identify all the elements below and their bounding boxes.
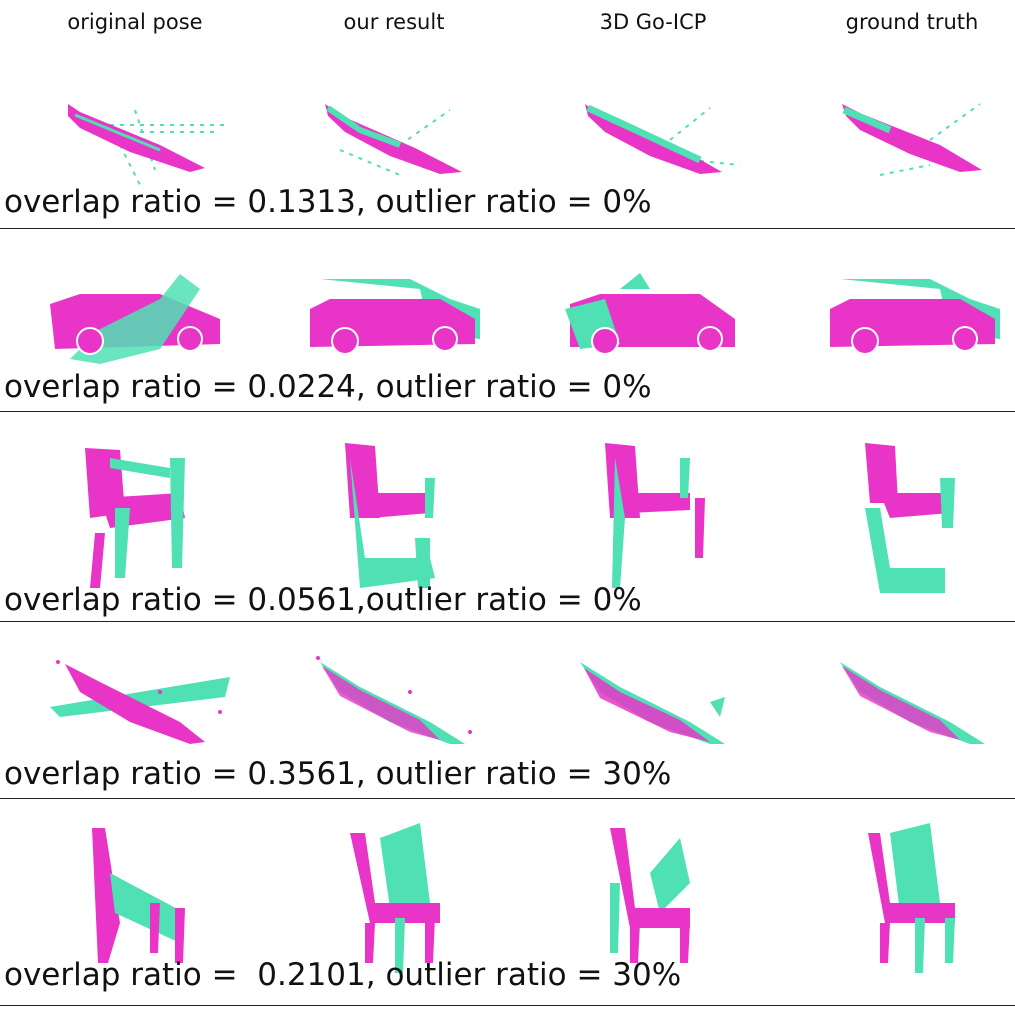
point-cloud-original-pose: [80, 823, 330, 973]
row-divider: [0, 1005, 1015, 1006]
point-cloud-3d-go-icp: [560, 259, 810, 369]
result-row-1: overlap ratio = 0.1313, outlier ratio = …: [0, 60, 1015, 229]
point-cloud-original-pose: [70, 438, 320, 608]
point-cloud-ground-truth: [860, 823, 1015, 973]
result-row-3: overlap ratio = 0.0561,outlier ratio = 0…: [0, 412, 1015, 622]
point-cloud-3d-go-icp: [590, 438, 840, 608]
point-cloud-ground-truth: [850, 438, 1015, 608]
row-caption: overlap ratio = 0.1313, outlier ratio = …: [4, 184, 652, 220]
point-cloud-our-result: [300, 90, 550, 190]
row-divider: [0, 798, 1015, 799]
column-header-original-pose: original pose: [67, 10, 203, 34]
point-cloud-3d-go-icp: [560, 652, 810, 752]
point-cloud-original-pose: [40, 652, 290, 752]
result-row-2: overlap ratio = 0.0224, outlier ratio = …: [0, 229, 1015, 412]
point-cloud-3d-go-icp: [560, 90, 810, 190]
row-caption: overlap ratio = 0.0224, outlier ratio = …: [4, 369, 652, 405]
point-cloud-ground-truth: [820, 652, 1015, 752]
result-row-4: overlap ratio = 0.3561, outlier ratio = …: [0, 622, 1015, 799]
row-divider: [0, 411, 1015, 412]
row-caption: overlap ratio = 0.0561,outlier ratio = 0…: [4, 582, 642, 618]
column-header-ground-truth: ground truth: [845, 10, 979, 34]
result-row-5: overlap ratio = 0.2101, outlier ratio = …: [0, 799, 1015, 1006]
point-cloud-our-result: [300, 652, 550, 752]
column-header-3d-go-icp: 3D Go-ICP: [599, 10, 707, 34]
point-cloud-our-result: [330, 438, 580, 608]
column-header-our-result: our result: [343, 10, 445, 34]
point-cloud-our-result: [340, 823, 590, 973]
point-cloud-original-pose: [40, 90, 290, 190]
point-cloud-original-pose: [40, 259, 290, 369]
row-caption: overlap ratio = 0.2101, outlier ratio = …: [4, 957, 682, 993]
row-divider: [0, 228, 1015, 229]
row-divider: [0, 621, 1015, 622]
row-caption: overlap ratio = 0.3561, outlier ratio = …: [4, 756, 672, 792]
point-cloud-our-result: [300, 259, 550, 369]
point-cloud-ground-truth: [820, 259, 1015, 369]
point-cloud-ground-truth: [820, 90, 1015, 190]
point-cloud-3d-go-icp: [600, 823, 850, 973]
